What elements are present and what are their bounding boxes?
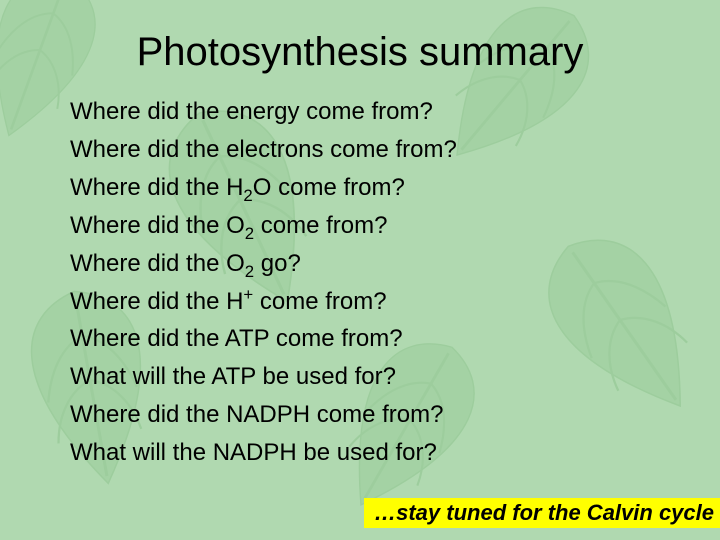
question-line: Where did the O2 go? [70, 245, 680, 283]
slide-content: Photosynthesis summary Where did the ene… [0, 0, 720, 540]
question-line: What will the NADPH be used for? [70, 434, 680, 472]
question-line: Where did the H+ come from? [70, 283, 680, 321]
question-list: Where did the energy come from?Where did… [70, 93, 680, 472]
question-line: Where did the NADPH come from? [70, 396, 680, 434]
question-line: Where did the electrons come from? [70, 131, 680, 169]
question-line: Where did the H2O come from? [70, 169, 680, 207]
question-line: What will the ATP be used for? [70, 358, 680, 396]
question-line: Where did the O2 come from? [70, 207, 680, 245]
slide-title: Photosynthesis summary [40, 30, 680, 75]
question-line: Where did the ATP come from? [70, 320, 680, 358]
question-line: Where did the energy come from? [70, 93, 680, 131]
